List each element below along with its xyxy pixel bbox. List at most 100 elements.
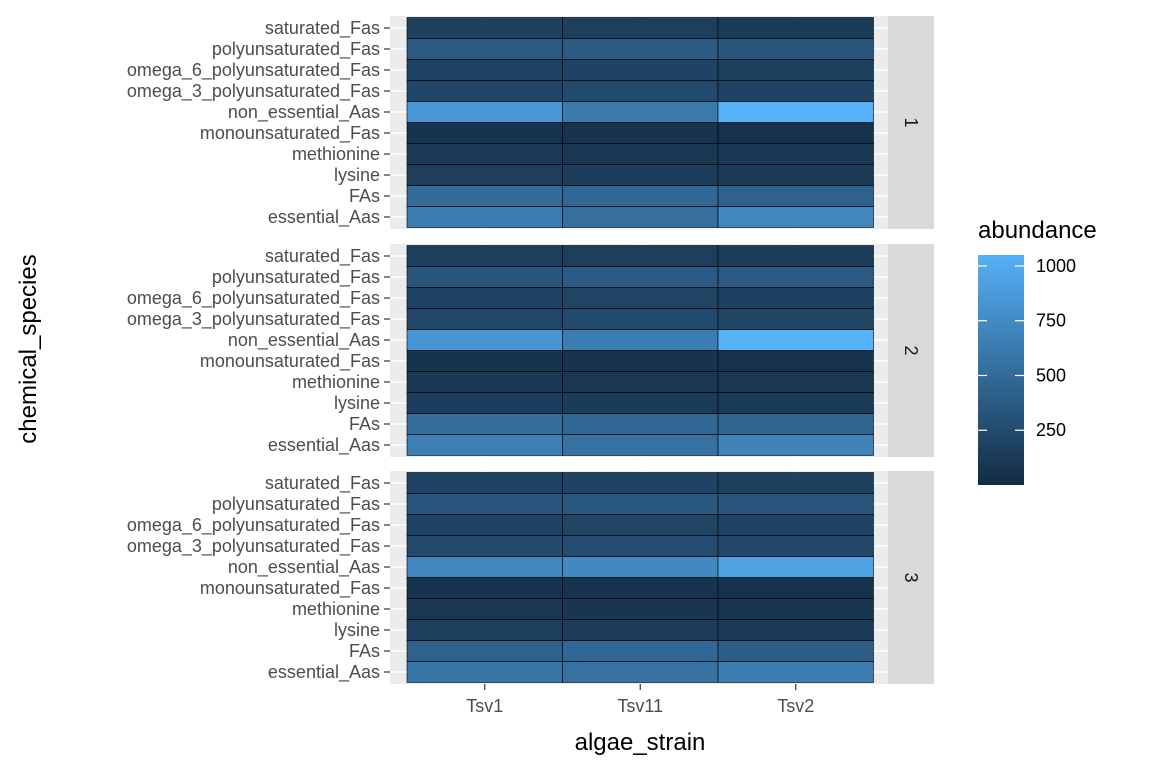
- y-tick-label-fas: FAs: [349, 414, 380, 434]
- heat-tile-3-non-essential-aas-tsv2: [717, 556, 874, 578]
- heat-tile-1-essential-aas-tsv1: [406, 206, 563, 228]
- heat-tile-2-polyunsaturated-fas-tsv1: [406, 266, 563, 288]
- heat-tile-2-non-essential-aas-tsv1: [406, 329, 563, 351]
- heat-tile-3-omega-6-polyunsaturated-fas-tsv2: [717, 514, 874, 536]
- heat-tile-1-saturated-fas-tsv1: [406, 17, 563, 39]
- y-tick-label-saturated-fas: saturated_Fas: [265, 18, 380, 39]
- x-tick-label-tsv2: Tsv2: [777, 696, 814, 716]
- y-axis-title: chemical_species: [15, 254, 42, 443]
- y-tick-label-omega-3-polyunsaturated-fas: omega_3_polyunsaturated_Fas: [127, 536, 380, 557]
- heat-tile-1-lysine-tsv11: [562, 164, 719, 186]
- heat-tile-3-non-essential-aas-tsv1: [406, 556, 563, 578]
- x-tick-label-tsv1: Tsv1: [466, 696, 503, 716]
- heat-tile-2-non-essential-aas-tsv11: [562, 329, 719, 351]
- heat-tile-3-saturated-fas-tsv11: [562, 472, 719, 494]
- heat-tile-1-lysine-tsv1: [406, 164, 563, 186]
- heat-tile-3-fas-tsv2: [717, 640, 874, 662]
- y-tick-label-omega-6-polyunsaturated-fas: omega_6_polyunsaturated_Fas: [127, 288, 380, 309]
- heat-tile-1-non-essential-aas-tsv2: [717, 101, 874, 123]
- y-tick-label-lysine: lysine: [334, 165, 380, 185]
- heat-tile-1-monounsaturated-fas-tsv1: [406, 122, 563, 144]
- y-tick-label-lysine: lysine: [334, 620, 380, 640]
- heat-tile-3-methionine-tsv11: [562, 598, 719, 620]
- facet-strip: [888, 471, 934, 684]
- y-tick-label-essential-aas: essential_Aas: [268, 207, 380, 228]
- y-tick-label-non-essential-aas: non_essential_Aas: [228, 102, 380, 123]
- y-tick-label-omega-6-polyunsaturated-fas: omega_6_polyunsaturated_Fas: [127, 515, 380, 536]
- facet-panel-1: essential_AasFAslysinemethioninemonounsa…: [127, 16, 934, 229]
- y-tick-label-omega-3-polyunsaturated-fas: omega_3_polyunsaturated_Fas: [127, 81, 380, 102]
- heat-tile-1-omega-6-polyunsaturated-fas-tsv1: [406, 59, 563, 81]
- heat-tile-1-polyunsaturated-fas-tsv11: [562, 38, 719, 60]
- y-tick-label-methionine: methionine: [292, 599, 380, 619]
- facet-panel-2: essential_AasFAslysinemethioninemonounsa…: [127, 244, 934, 457]
- heat-tile-1-omega-6-polyunsaturated-fas-tsv2: [717, 59, 874, 81]
- heat-tile-1-methionine-tsv1: [406, 143, 563, 165]
- heat-tile-2-omega-3-polyunsaturated-fas-tsv2: [717, 308, 874, 330]
- heat-tile-3-polyunsaturated-fas-tsv1: [406, 493, 563, 515]
- heat-tile-2-monounsaturated-fas-tsv2: [717, 350, 874, 372]
- heat-tile-3-fas-tsv11: [562, 640, 719, 662]
- y-tick-label-polyunsaturated-fas: polyunsaturated_Fas: [212, 494, 380, 515]
- heat-tile-3-omega-6-polyunsaturated-fas-tsv11: [562, 514, 719, 536]
- heat-tile-2-methionine-tsv11: [562, 371, 719, 393]
- heat-tile-2-fas-tsv2: [717, 413, 874, 435]
- heat-tile-2-omega-6-polyunsaturated-fas-tsv1: [406, 287, 563, 309]
- facet-strip: [888, 16, 934, 229]
- facet-strip: [888, 244, 934, 457]
- heat-tile-2-essential-aas-tsv2: [717, 434, 874, 456]
- heat-tile-3-omega-3-polyunsaturated-fas-tsv2: [717, 535, 874, 557]
- heat-tile-2-non-essential-aas-tsv2: [717, 329, 874, 351]
- legend-tick-label-750: 750: [1036, 311, 1066, 331]
- legend-tick-label-500: 500: [1036, 365, 1066, 385]
- heat-tile-1-fas-tsv11: [562, 185, 719, 207]
- heat-tile-1-lysine-tsv2: [717, 164, 874, 186]
- y-tick-label-saturated-fas: saturated_Fas: [265, 246, 380, 267]
- heat-tile-1-methionine-tsv2: [717, 143, 874, 165]
- y-tick-label-polyunsaturated-fas: polyunsaturated_Fas: [212, 267, 380, 288]
- y-tick-label-methionine: methionine: [292, 144, 380, 164]
- facet-panels: essential_AasFAslysinemethioninemonounsa…: [127, 16, 934, 684]
- heat-tile-2-essential-aas-tsv1: [406, 434, 563, 456]
- heat-tile-2-essential-aas-tsv11: [562, 434, 719, 456]
- heat-tile-3-essential-aas-tsv11: [562, 661, 719, 683]
- heat-tile-3-essential-aas-tsv2: [717, 661, 874, 683]
- heat-tile-2-monounsaturated-fas-tsv1: [406, 350, 563, 372]
- heat-tile-2-methionine-tsv1: [406, 371, 563, 393]
- heat-tile-1-omega-3-polyunsaturated-fas-tsv2: [717, 80, 874, 102]
- heat-tile-2-saturated-fas-tsv1: [406, 245, 563, 267]
- heat-tile-1-saturated-fas-tsv11: [562, 17, 719, 39]
- legend-title: abundance: [978, 217, 1097, 244]
- heat-tile-1-omega-3-polyunsaturated-fas-tsv1: [406, 80, 563, 102]
- heat-tile-3-omega-3-polyunsaturated-fas-tsv11: [562, 535, 719, 557]
- heat-tile-3-saturated-fas-tsv1: [406, 472, 563, 494]
- heat-tile-2-polyunsaturated-fas-tsv11: [562, 266, 719, 288]
- y-tick-label-saturated-fas: saturated_Fas: [265, 473, 380, 494]
- y-tick-label-non-essential-aas: non_essential_Aas: [228, 557, 380, 578]
- heat-tile-3-lysine-tsv1: [406, 619, 563, 641]
- color-legend: abundance 250 500 750 1000: [978, 217, 1097, 485]
- heat-tile-2-polyunsaturated-fas-tsv2: [717, 266, 874, 288]
- heat-tile-2-methionine-tsv2: [717, 371, 874, 393]
- heat-tile-2-lysine-tsv11: [562, 392, 719, 414]
- heat-tile-3-polyunsaturated-fas-tsv2: [717, 493, 874, 515]
- heat-tile-3-saturated-fas-tsv2: [717, 472, 874, 494]
- y-tick-label-omega-6-polyunsaturated-fas: omega_6_polyunsaturated_Fas: [127, 60, 380, 81]
- y-tick-label-monounsaturated-fas: monounsaturated_Fas: [200, 123, 380, 144]
- x-axis-title: algae_strain: [575, 729, 706, 756]
- heat-tile-1-monounsaturated-fas-tsv11: [562, 122, 719, 144]
- y-tick-label-monounsaturated-fas: monounsaturated_Fas: [200, 578, 380, 599]
- y-tick-label-monounsaturated-fas: monounsaturated_Fas: [200, 351, 380, 372]
- heat-tile-3-omega-3-polyunsaturated-fas-tsv1: [406, 535, 563, 557]
- facet-strip-label: 3: [901, 572, 921, 582]
- y-tick-label-polyunsaturated-fas: polyunsaturated_Fas: [212, 39, 380, 60]
- y-tick-label-essential-aas: essential_Aas: [268, 662, 380, 683]
- heat-tile-1-essential-aas-tsv11: [562, 206, 719, 228]
- heat-tile-2-omega-3-polyunsaturated-fas-tsv1: [406, 308, 563, 330]
- x-tick-label-tsv11: Tsv11: [617, 696, 663, 716]
- heat-tile-3-monounsaturated-fas-tsv11: [562, 577, 719, 599]
- legend-tick-label-1000: 1000: [1036, 256, 1076, 276]
- heat-tile-1-omega-6-polyunsaturated-fas-tsv11: [562, 59, 719, 81]
- heat-tile-2-fas-tsv11: [562, 413, 719, 435]
